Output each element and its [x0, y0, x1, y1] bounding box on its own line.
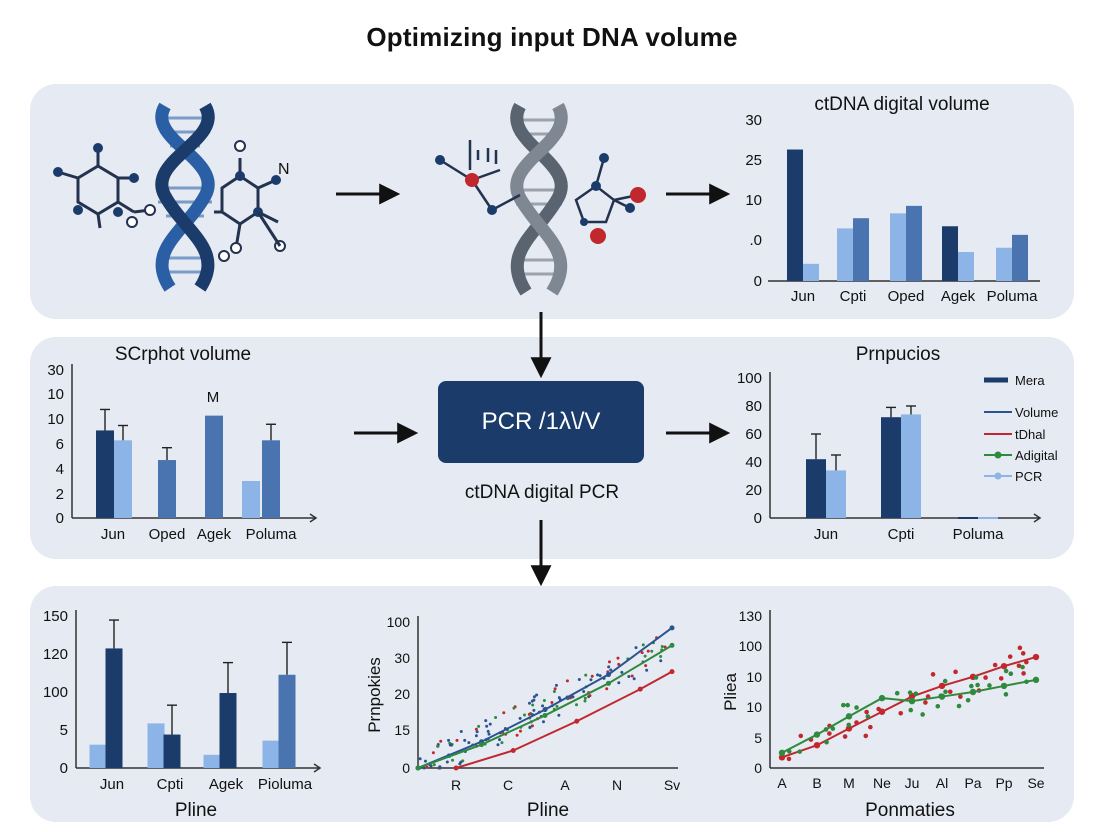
page-title: Optimizing input DNA volume	[366, 22, 738, 52]
pcr-caption: ctDNA digital PCR	[464, 482, 620, 503]
molecule-icon	[53, 143, 156, 229]
dna-helix-icon	[510, 102, 568, 296]
pcr-box-label: PCR /1λ\/V	[481, 408, 601, 435]
svg-text:N: N	[278, 161, 290, 178]
pcr-box: PCR /1λ\/V	[438, 381, 644, 463]
molecule-icon: N	[214, 140, 290, 262]
molecule-icon	[435, 140, 646, 244]
dna-helix-icon	[155, 102, 215, 292]
arrow-right-icon	[336, 183, 731, 444]
